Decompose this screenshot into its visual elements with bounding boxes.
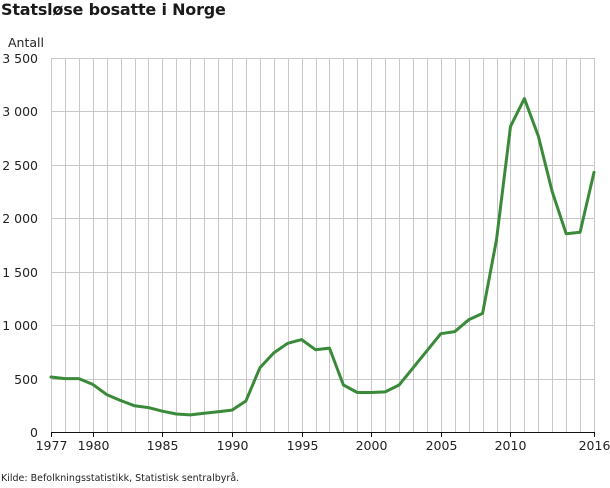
y-tick-label: 1 500 [2, 265, 38, 280]
data-point-1991 [244, 400, 247, 403]
x-tick-label: 1980 [78, 438, 110, 453]
data-point-1977 [50, 376, 53, 379]
x-tick-label: 2000 [356, 438, 388, 453]
y-tick-label: 3 000 [2, 104, 38, 119]
data-point-2015 [579, 231, 582, 234]
x-tick-label: 1995 [287, 438, 319, 453]
x-tick-label: 2010 [495, 438, 527, 453]
data-point-2009 [495, 238, 498, 241]
y-tick-label: 0 [30, 425, 38, 440]
data-point-1979 [77, 377, 80, 380]
data-point-1993 [272, 351, 275, 354]
vertical-gridlines [51, 58, 595, 432]
data-point-1986 [175, 413, 178, 416]
data-point-1994 [286, 342, 289, 345]
x-tick-label: 1977 [36, 438, 68, 453]
data-point-2002 [398, 384, 401, 387]
data-point-1989 [217, 410, 220, 413]
data-point-1998 [342, 384, 345, 387]
data-point-2006 [453, 330, 456, 333]
y-tick-label: 2 000 [2, 211, 38, 226]
x-tick-label: 2005 [426, 438, 458, 453]
y-tick-label: 3 500 [2, 51, 38, 66]
chart-title: Statsløse bosatte i Norge [1, 0, 226, 19]
data-point-1978 [63, 377, 66, 380]
x-tick-label: 1985 [147, 438, 179, 453]
y-tick-label: 1 000 [2, 318, 38, 333]
series-line-0 [49, 97, 596, 417]
data-point-1984 [147, 406, 150, 409]
x-tick-label: 2016 [579, 438, 610, 453]
data-point-2010 [509, 125, 512, 128]
data-point-1992 [258, 366, 261, 369]
y-axis-label: Antall [8, 35, 44, 50]
data-point-2013 [551, 190, 554, 193]
data-point-1985 [161, 410, 164, 413]
data-point-2000 [370, 391, 373, 394]
data-point-1990 [231, 409, 234, 412]
x-axis [51, 432, 595, 437]
data-point-1997 [328, 347, 331, 350]
data-point-1980 [91, 383, 94, 386]
data-point-2011 [523, 97, 526, 100]
data-point-2001 [384, 390, 387, 393]
data-point-2005 [439, 332, 442, 335]
data-point-2008 [481, 312, 484, 315]
data-point-2016 [593, 171, 596, 174]
data-point-2004 [425, 349, 428, 352]
x-tick-labels: 1977 1980 1985 1990 1995 2000 2005 2010 2016 [36, 438, 610, 453]
data-point-1983 [133, 404, 136, 407]
y-tick-labels: 0 500 1 000 1 500 2 000 2 500 3 000 3 500 [2, 51, 38, 440]
data-point-2003 [412, 366, 415, 369]
data-point-1999 [356, 391, 359, 394]
y-tick-label: 2 500 [2, 158, 38, 173]
data-point-1996 [314, 348, 317, 351]
data-point-1988 [203, 412, 206, 415]
data-point-1995 [300, 338, 303, 341]
series-group [49, 97, 596, 417]
data-point-1987 [189, 413, 192, 416]
horizontal-gridlines [51, 58, 594, 380]
source-note: Kilde: Befolkningsstatistikk, Statistisk… [1, 473, 240, 484]
data-point-1981 [105, 393, 108, 396]
data-point-2007 [467, 318, 470, 321]
data-point-2012 [537, 135, 540, 138]
x-tick-label: 1990 [217, 438, 249, 453]
data-point-2014 [565, 232, 568, 235]
y-tick-label: 500 [14, 372, 38, 387]
data-point-1982 [119, 399, 122, 402]
